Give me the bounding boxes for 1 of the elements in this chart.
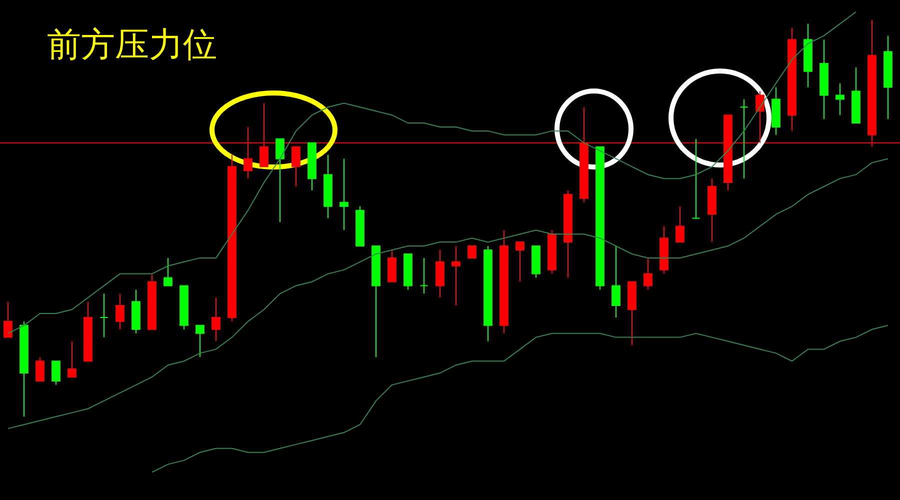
chart-title: 前方压力位 (47, 25, 217, 65)
